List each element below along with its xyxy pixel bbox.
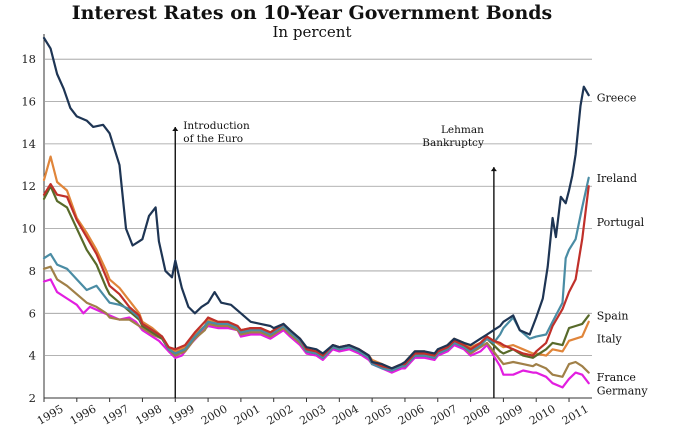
x-tick-label: 2008 <box>461 402 492 427</box>
x-tick-label: 1995 <box>35 402 66 427</box>
y-tick-label: 14 <box>21 137 36 151</box>
series-lines <box>42 36 590 389</box>
series-line-spain <box>42 185 590 372</box>
annotation-arrowhead <box>490 167 497 172</box>
annotation-text: of the Euro <box>183 133 243 145</box>
y-tick-label: 8 <box>29 264 36 278</box>
chart-subtitle: In percent <box>273 23 352 41</box>
y-tick-label: 10 <box>21 222 36 236</box>
series-line-ireland <box>42 176 590 372</box>
x-tick-label: 1999 <box>166 402 197 427</box>
series-line-greece <box>42 36 590 370</box>
series-label-ireland: Ireland <box>597 172 637 185</box>
x-tick-label: 2005 <box>363 402 394 427</box>
chart-title: Interest Rates on 10-Year Government Bon… <box>72 2 553 24</box>
series-label-italy: Italy <box>597 333 623 346</box>
series-line-portugal <box>42 183 590 370</box>
x-axis-ticks: 1995 1996 1997 1998 1999 2000 2001 2002 2003 2004… <box>35 398 591 428</box>
series-label-greece: Greece <box>597 91 637 104</box>
annotation-text: Bankruptcy <box>422 137 484 149</box>
y-tick-label: 18 <box>21 52 36 66</box>
y-tick-label: 2 <box>29 391 36 405</box>
x-tick-label: 1997 <box>101 402 132 427</box>
annotation-arrowhead <box>172 126 179 131</box>
x-tick-label: 2004 <box>330 402 361 427</box>
x-tick-label: 2002 <box>265 402 296 427</box>
y-tick-label: 12 <box>21 179 36 193</box>
series-label-france: France <box>597 371 636 384</box>
x-tick-label: 2001 <box>232 402 263 427</box>
x-tick-label: 1996 <box>68 402 99 427</box>
x-tick-label: 2003 <box>297 402 328 427</box>
x-tick-label: 1998 <box>133 402 164 427</box>
y-axis-ticks: 2 4 6 8 10 12 14 16 18 <box>21 52 36 405</box>
series-label-spain: Spain <box>597 309 629 322</box>
series-label-portugal: Portugal <box>597 216 645 229</box>
series-label-germany: Germany <box>597 385 649 398</box>
x-tick-label: 2007 <box>429 402 460 427</box>
series-line-france <box>42 265 590 378</box>
x-tick-label: 2009 <box>494 402 525 427</box>
x-tick-label: 2011 <box>560 402 591 427</box>
x-tick-label: 2000 <box>199 402 230 427</box>
y-tick-label: 4 <box>29 349 36 363</box>
y-tick-label: 16 <box>21 95 36 109</box>
series-line-italy <box>42 155 590 370</box>
annotation-text: Lehman <box>441 124 484 136</box>
annotation-text: Introduction <box>183 120 250 132</box>
x-tick-label: 2010 <box>527 402 558 427</box>
y-tick-label: 6 <box>29 306 36 320</box>
gridlines <box>43 34 592 399</box>
x-tick-label: 2006 <box>396 402 427 427</box>
